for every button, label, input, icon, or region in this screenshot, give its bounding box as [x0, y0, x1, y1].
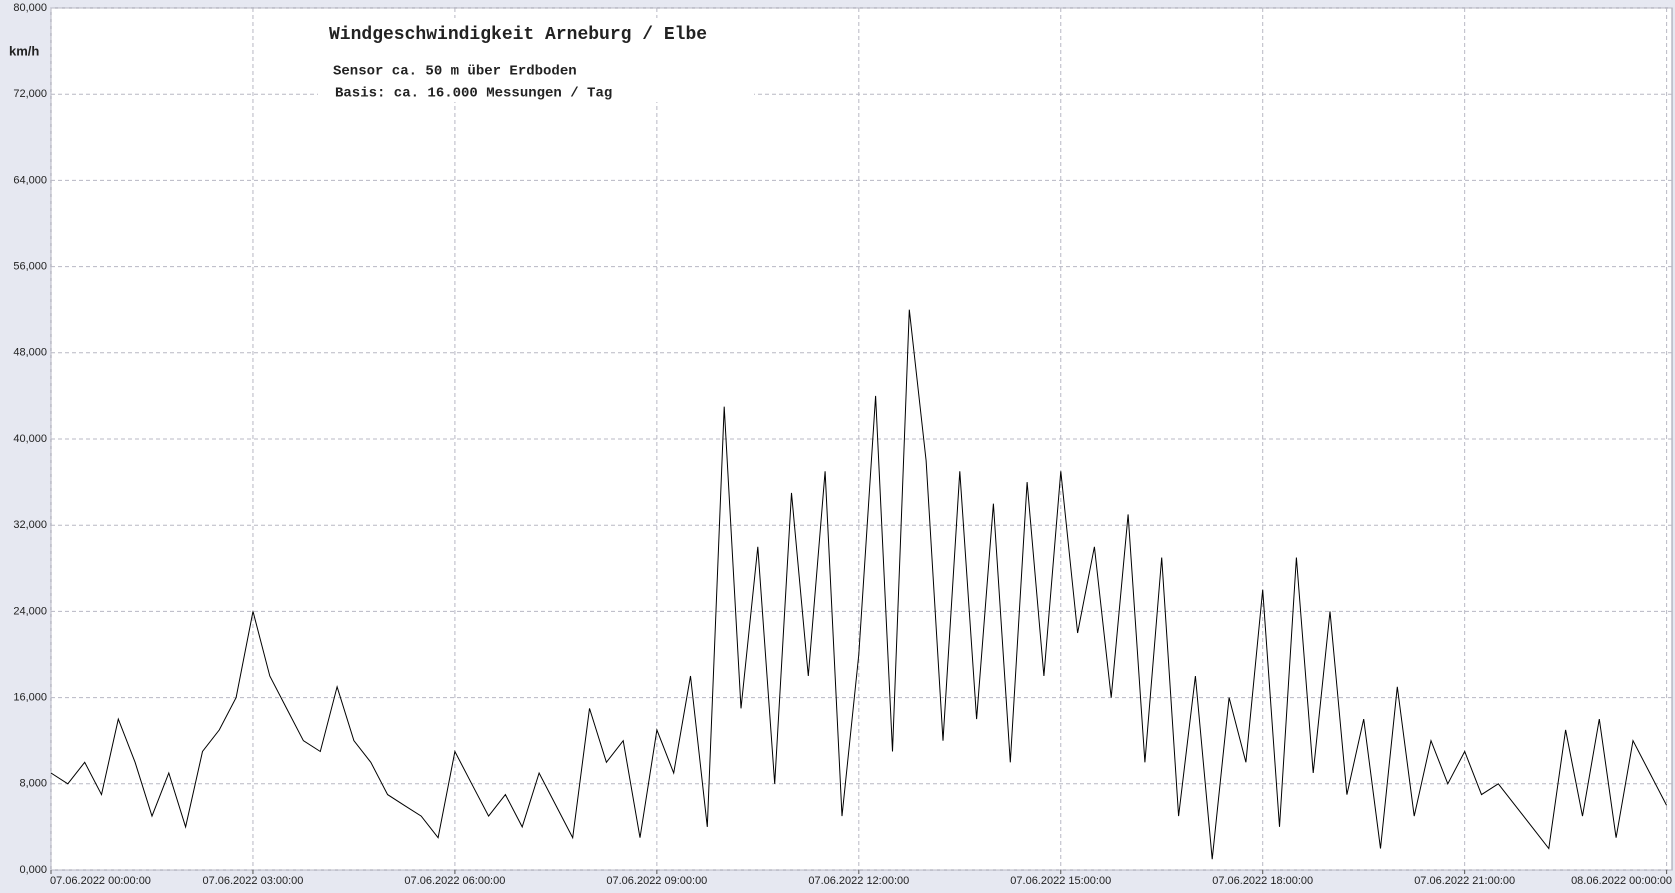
subtitle: Basis: ca. 16.000 Messungen / Tag — [335, 86, 612, 102]
y-tick-label: 8,000 — [19, 778, 47, 790]
x-tick-label: 07.06.2022 00:00:00 — [50, 875, 151, 887]
y-tick-label: 56,000 — [13, 261, 47, 273]
grid — [50, 7, 1672, 871]
x-tick-label: 07.06.2022 21:00:00 — [1414, 875, 1515, 887]
x-tick-label: 07.06.2022 03:00:00 — [202, 875, 303, 887]
plot-area — [50, 7, 1673, 871]
y-axis-label: km/h — [9, 43, 39, 58]
y-tick-label: 64,000 — [13, 174, 47, 186]
x-tick-label: 07.06.2022 09:00:00 — [606, 875, 707, 887]
y-tick-label: 24,000 — [13, 605, 47, 617]
x-tick-label: 07.06.2022 06:00:00 — [404, 875, 505, 887]
data-line — [50, 309, 1668, 860]
y-tick-label: 80,000 — [13, 2, 47, 14]
y-tick-label: 32,000 — [13, 519, 47, 531]
y-tick-label: 72,000 — [13, 88, 47, 100]
chart-title: Windgeschwindigkeit Arneburg / Elbe — [329, 25, 707, 45]
y-tick-label: 48,000 — [13, 347, 47, 359]
x-tick-label: 07.06.2022 12:00:00 — [808, 875, 909, 887]
x-tick-label: 07.06.2022 18:00:00 — [1212, 875, 1313, 887]
x-tick-label: 08.06.2022 00:00:00 — [1571, 875, 1672, 887]
y-tick-label: 40,000 — [13, 433, 47, 445]
y-tick-label: 0,000 — [19, 864, 47, 876]
x-tick-label: 07.06.2022 15:00:00 — [1010, 875, 1111, 887]
subtitle: Sensor ca. 50 m über Erdboden — [333, 64, 577, 80]
title-box — [318, 18, 754, 102]
y-tick-label: 16,000 — [13, 692, 47, 704]
